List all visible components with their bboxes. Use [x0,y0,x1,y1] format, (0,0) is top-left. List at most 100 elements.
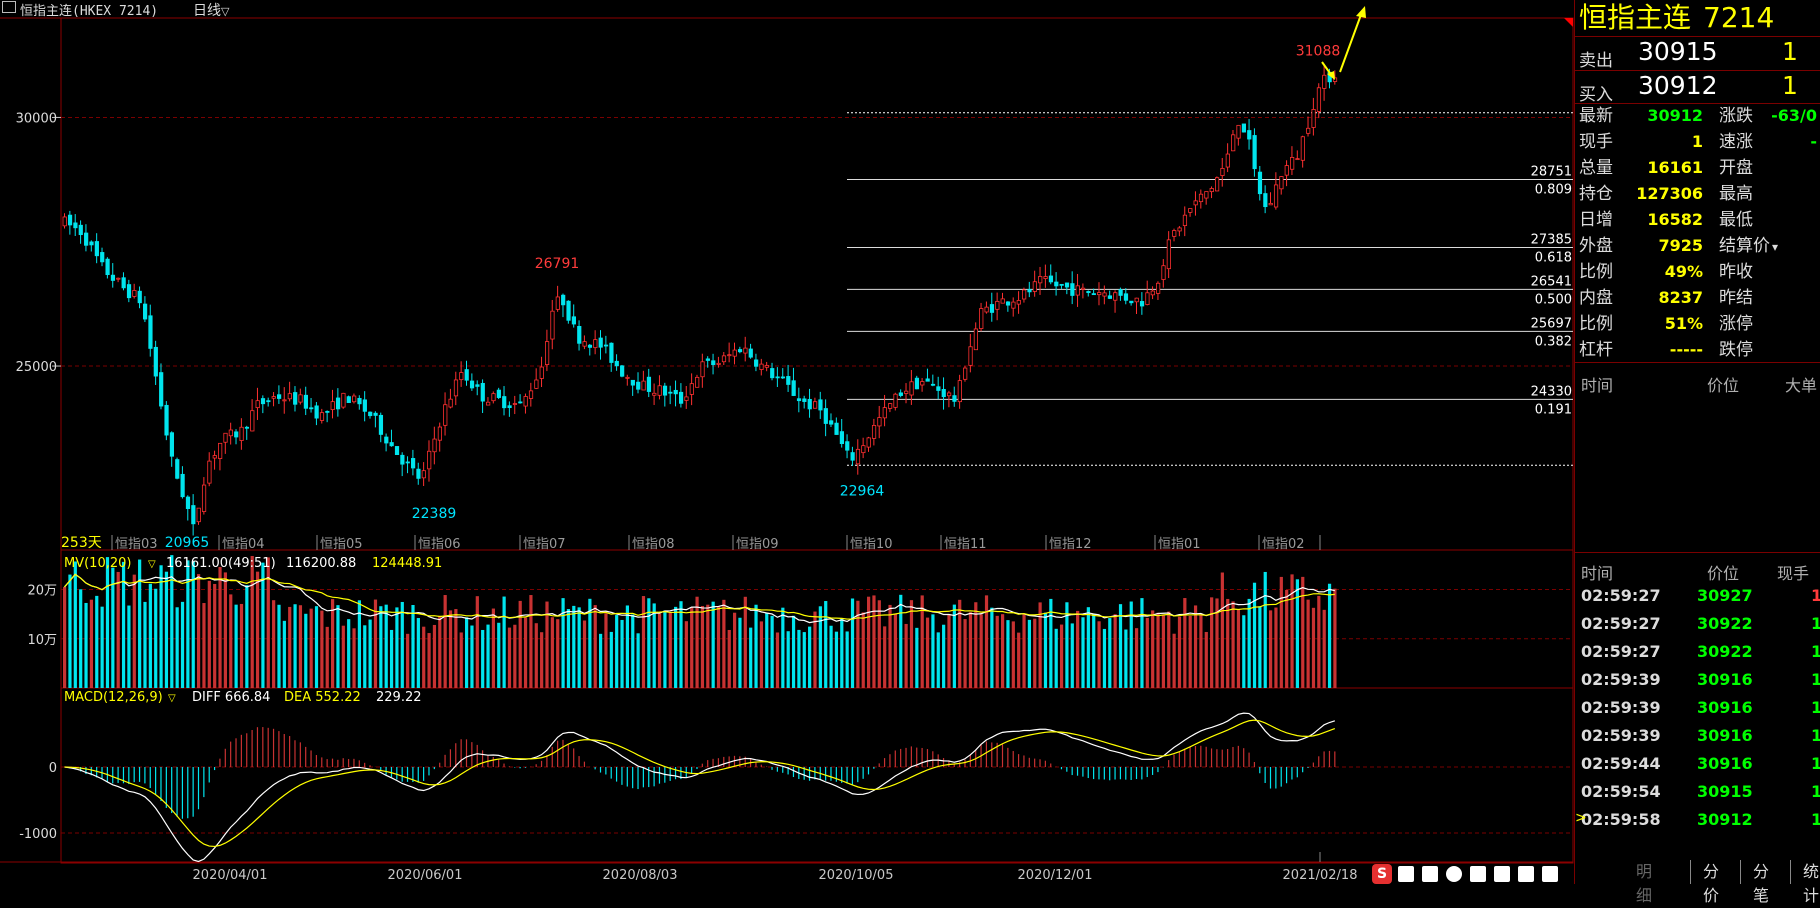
candle-body [459,372,464,381]
tick-row[interactable]: 02:59:58 30912 1 [1575,806,1820,834]
volume-bar [518,600,522,688]
bottom-tab[interactable]: 统计 [1790,860,1819,905]
candle-body [609,342,614,363]
candle-body [341,392,346,408]
ime-mode-icon[interactable] [1398,866,1414,882]
tick-price: 30916 [1697,670,1753,689]
volume-bar [1092,613,1096,688]
volume-bar [1311,607,1316,688]
volume-tick-label: 20万 [27,584,57,599]
volume-bar [116,571,120,688]
candle-body [689,383,694,395]
tick-row[interactable]: 02:59:27 30922 1 [1575,638,1820,666]
candle-body [668,391,673,394]
volume-bar [191,561,195,688]
price-tick-label: 25000 [16,360,57,375]
candle-body [539,366,544,379]
volume-bar [529,595,533,688]
macd-diff-line [64,712,1335,863]
volume-bar [936,632,940,688]
candle-body [1129,300,1134,304]
volume-bar [1183,598,1187,688]
candle-body [861,445,866,454]
candle-body [1172,230,1177,237]
period-selector[interactable]: 日线▽ [193,0,229,20]
volume-bar [132,574,136,688]
ime-keyboard-icon[interactable] [1494,866,1510,882]
bottom-tab[interactable]: 明细 [1636,862,1653,905]
volume-bar [1081,617,1085,688]
instrument-title: 恒指主连(HKEX 7214) [20,4,159,19]
candle-body [850,452,855,461]
macd-dea-value: DEA 552.22 [284,690,361,705]
tick-row[interactable]: 02:59:27 30922 1 [1575,610,1820,638]
candle-body [1204,191,1209,199]
volume-bar [1295,579,1299,688]
volume-bar [1220,572,1224,688]
volume-bar [223,572,227,688]
candle-body [271,396,276,399]
bid-row[interactable]: 买入 30912 1 [1575,70,1820,105]
candle-body [416,468,421,479]
candle-body [421,470,426,479]
window-icon[interactable] [2,1,16,13]
candle-body [1257,171,1263,195]
candle-body [898,392,903,396]
tick-row[interactable]: 02:59:44 30916 1 [1575,750,1820,778]
month-label: 恒指05 [320,537,363,552]
tick-row[interactable]: 02:59:54 30915 1 [1575,778,1820,806]
candle-body [673,389,678,395]
candle-body [1247,130,1252,140]
chevron-down-icon[interactable]: ▾ [1772,240,1779,254]
volume-bar [775,632,780,688]
ime-logo-icon[interactable]: S [1372,864,1392,884]
candle-body [893,393,898,408]
trend-arrow [1339,11,1363,73]
candle-body [1145,292,1150,305]
stat-row-left: 外盘 7925 [1579,233,1703,259]
ime-shirt-icon[interactable] [1518,866,1534,882]
ime-grid-icon[interactable] [1542,866,1558,882]
candle-body [979,308,984,329]
candle-body [78,224,83,236]
volume-bar [867,596,871,688]
candle-body [469,380,475,389]
big-order-price-header: 价位 [1707,376,1740,395]
volume-bar [974,602,978,688]
candle-body [1295,158,1300,161]
volume-ma20-value: 124448.91 [372,556,442,571]
volume-bar [229,594,233,688]
stat-label: 总量 [1579,158,1613,178]
ime-toolbar[interactable]: S [1372,862,1572,884]
tick-price: 30912 [1697,810,1753,829]
volume-bar [341,625,345,688]
candle-body [1273,184,1279,208]
tick-row[interactable]: 02:59:39 30916 1 [1575,722,1820,750]
bottom-tab[interactable]: 分价 [1690,860,1719,905]
tick-row[interactable]: 02:59:39 30916 1 [1575,666,1820,694]
date-label: 2020/08/03 [603,868,678,883]
tick-row[interactable]: 02:59:39 30916 1 [1575,694,1820,722]
volume-bar [459,632,463,688]
ime-punct-icon[interactable] [1422,866,1438,882]
candle-body [73,222,78,229]
volume-bar [1038,602,1042,688]
volume-bar [213,583,217,688]
candle-body [1102,292,1107,297]
ime-emoji-icon[interactable] [1446,866,1462,882]
tick-time: 02:59:27 [1581,614,1661,633]
ask-row[interactable]: 卖出 30915 1 [1575,36,1820,71]
price-tick-label: 30000 [16,111,57,126]
candle-body [545,341,550,366]
tick-row[interactable]: 02:59:27 30927 1 [1575,582,1820,610]
volume-bar [1242,615,1246,688]
volume-bar [840,618,844,688]
chart-canvas[interactable]: 30000 25000 28751 0.809 27385 0.618 26541 0.500… [0,0,1820,884]
volume-bar [984,595,989,688]
ime-mic-icon[interactable] [1470,866,1486,882]
candle-body [534,379,539,389]
volume-bar [266,557,270,688]
volume-bar [186,560,190,688]
candle-body [137,290,142,304]
bottom-tab[interactable]: 分笔 [1740,860,1769,905]
